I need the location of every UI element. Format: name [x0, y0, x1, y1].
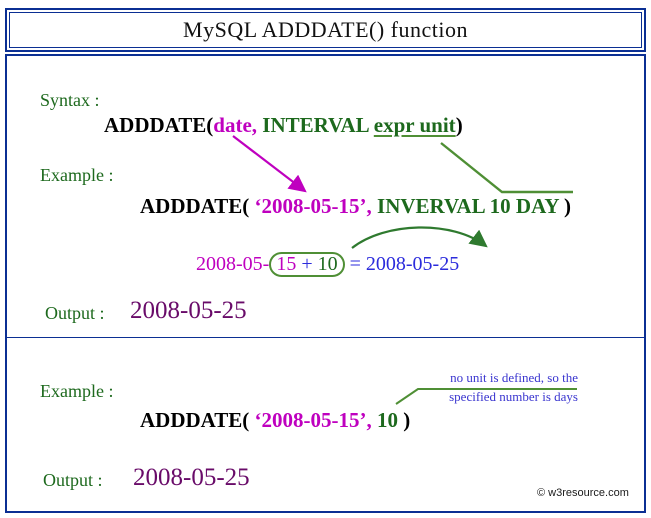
- output1-label: Output :: [45, 303, 105, 323]
- calc-addend: 10: [317, 253, 338, 275]
- output2-value: 2008-05-25: [133, 464, 250, 491]
- example1-close-paren: ): [558, 194, 571, 218]
- calc-plus-sign: +: [296, 253, 318, 275]
- example1-label: Example :: [40, 165, 114, 185]
- calc-day: 15: [276, 253, 297, 275]
- section-divider: [7, 337, 644, 338]
- syntax-label: Syntax :: [40, 90, 100, 110]
- watermark: © w3resource.com: [537, 487, 629, 499]
- note-line-2: specified number is days: [449, 388, 578, 404]
- content-box: [5, 54, 646, 513]
- page-title: MySQL ADDDATE() function: [183, 17, 468, 42]
- syntax-interval-keyword: INTERVAL: [257, 113, 374, 137]
- output1-value: 2008-05-25: [130, 297, 247, 324]
- calc-equals-sign: =: [344, 253, 366, 275]
- calc-result: 2008-05-25: [365, 253, 460, 275]
- output2-label: Output :: [43, 470, 103, 490]
- example1-code: ADDDATE( ‘2008-05-15’, INVERVAL 10 DAY ): [140, 194, 571, 219]
- note-line-1: no unit is defined, so the: [450, 370, 578, 385]
- example2-code: ADDDATE( ‘2008-05-15’, 10 ): [140, 408, 410, 433]
- example2-label: Example :: [40, 381, 114, 401]
- calc-date-prefix: 2008-05-: [196, 253, 270, 275]
- title-inner-frame: MySQL ADDDATE() function: [9, 12, 642, 48]
- example1-date-arg: ‘2008-05-15’,: [254, 194, 372, 218]
- calculation-line: 2008-05- 15 + 10 = 2008-05-25: [196, 252, 459, 277]
- annotation-note: no unit is defined, so the specified num…: [400, 369, 578, 407]
- title-box: MySQL ADDDATE() function: [5, 8, 646, 52]
- syntax-code: ADDDATE(date, INTERVAL expr unit): [104, 113, 463, 138]
- example2-fn-open: ADDDATE(: [140, 408, 255, 432]
- syntax-date-param: date,: [213, 113, 258, 137]
- example2-number-arg: 10: [371, 408, 399, 432]
- example1-fn-open: ADDDATE(: [140, 194, 255, 218]
- example2-date-arg: ‘2008-05-15’,: [254, 408, 372, 432]
- syntax-expr-unit-param: expr unit: [373, 113, 456, 137]
- calc-highlight-oval: 15 + 10: [269, 252, 345, 277]
- example2-close-paren: ): [398, 408, 411, 432]
- example1-interval-arg: INVERVAL 10 DAY: [371, 194, 559, 218]
- syntax-fn-name: ADDDATE(: [104, 113, 214, 137]
- syntax-close-paren: ): [455, 113, 463, 137]
